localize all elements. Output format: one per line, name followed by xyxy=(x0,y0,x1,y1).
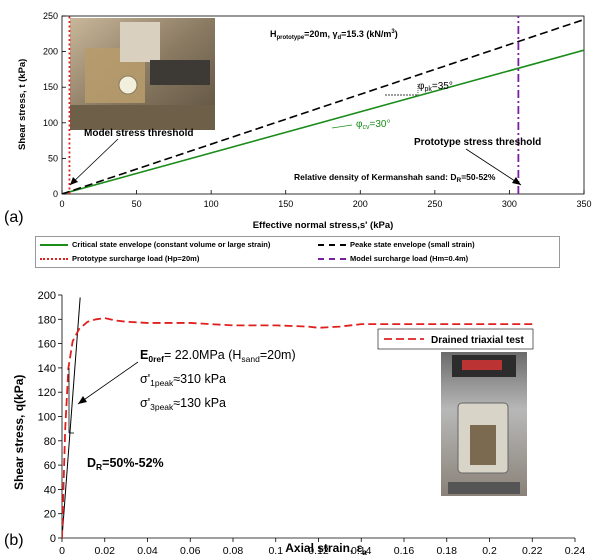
panel-a-y-axis-label: Shear stress, t (kPa) xyxy=(17,59,28,150)
panel-b-y-tick-label: 160 xyxy=(38,339,56,351)
legend-label-critical-state: Critical state envelope (constant volume… xyxy=(72,240,271,249)
initial-tangent-line xyxy=(62,297,81,538)
panel-a-y-tick-label: 50 xyxy=(48,153,58,163)
panel-b: 0 20 40 60 80 100 120 140 160 180 200 0 0.02 0.04 0.0… xyxy=(4,290,585,556)
panel-b-x-tick-label: 0.08 xyxy=(223,545,244,556)
phi-cv-label: φcv=30° xyxy=(356,119,390,131)
panel-a: 0 50 100 150 200 250 0 50 100 150 200 250 300 350 Hp… xyxy=(4,11,592,231)
legend-swatch-peak-state xyxy=(318,243,346,246)
panel-a-x-tick-label: 300 xyxy=(502,199,517,209)
model-threshold-arrow xyxy=(69,138,119,186)
panel-a-x-tick-label: 250 xyxy=(427,199,442,209)
e0ref-label: E0ref= 22.0MPa (Hsand=20m) xyxy=(140,348,296,364)
sigma1-peak-label: σ'1peak≈310 kPa xyxy=(140,372,226,388)
panel-a-x-tick-label: 200 xyxy=(353,199,368,209)
sigma3-peak-label: σ'3peak≈130 kPa xyxy=(140,396,226,412)
legend-swatch-model-surcharge xyxy=(318,257,346,260)
panel-b-legend-box xyxy=(377,328,534,350)
panel-b-x-tick-label: 0.14 xyxy=(351,545,372,556)
prototype-threshold-label: Prototype stress threshold xyxy=(414,137,541,148)
panel-b-x-tick-label: 0.16 xyxy=(394,545,415,556)
model-threshold-label: Model stress threshold xyxy=(84,128,193,139)
panel-b-y-tick-label: 20 xyxy=(44,509,56,521)
critical-state-line xyxy=(62,49,584,194)
panel-b-y-tick-label: 80 xyxy=(44,436,56,448)
panel-b-y-axis: 0 20 40 60 80 100 120 140 160 180 200 xyxy=(38,290,62,545)
panel-a-x-tick-label: 350 xyxy=(576,199,591,209)
panel-b-legend-label: Drained triaxial test xyxy=(431,335,524,346)
legend-label-peak-state: Peake state envelope (small strain) xyxy=(350,240,475,249)
panel-b-x-tick-label: 0.12 xyxy=(308,545,329,556)
panel-a-y-axis: 0 50 100 150 200 250 xyxy=(43,11,66,199)
panel-b-y-tick-label: 60 xyxy=(44,460,56,472)
panel-b-y-tick-label: 200 xyxy=(38,290,56,302)
legend-item-critical-state: Critical state envelope (constant volume… xyxy=(40,240,270,249)
panel-b-label: (b) xyxy=(4,532,24,549)
panel-a-y-tick-label: 250 xyxy=(43,11,58,21)
prototype-threshold-arrowhead xyxy=(512,177,521,185)
panel-b-x-tick-label: 0.06 xyxy=(180,545,201,556)
panel-a-y-tick-label: 150 xyxy=(43,82,58,92)
prototype-threshold-arrow xyxy=(465,148,522,186)
panel-b-y-tick-label: 140 xyxy=(38,363,56,375)
panel-a-plot-frame xyxy=(61,15,585,195)
panel-b-series xyxy=(62,297,533,538)
prototype-header-label: Hprototype=20m, γd=15.3 (kN/m3) xyxy=(270,29,398,41)
e0ref-arrowhead xyxy=(78,396,87,404)
model-threshold-arrowhead xyxy=(70,177,78,185)
triaxial-apparatus-photo xyxy=(441,352,527,496)
panel-b-x-tick-label: 0.04 xyxy=(137,545,158,556)
legend-item-peak-state: Peake state envelope (small strain) xyxy=(318,240,475,249)
shear-box-apparatus-photo xyxy=(70,18,215,130)
panel-a-x-axis-label: Effective normal stress,s' (kPa) xyxy=(253,220,394,231)
panel-b-x-tick-label: 0.18 xyxy=(437,545,458,556)
panel-a-x-tick-label: 50 xyxy=(132,199,142,209)
panel-a-x-tick-label: 0 xyxy=(59,199,64,209)
relative-density-b-label: DR=50%-52% xyxy=(87,456,164,472)
panel-a-y-tick-label: 200 xyxy=(43,47,58,57)
relative-density-label: Relative density of Kermanshah sand: DR=… xyxy=(294,172,496,184)
panel-b-x-tick-label: 0.24 xyxy=(565,545,586,556)
panel-a-legend: Critical state envelope (constant volume… xyxy=(35,236,560,268)
panel-a-x-tick-label: 150 xyxy=(278,199,293,209)
panel-b-x-tick-label: 0.02 xyxy=(95,545,116,556)
panel-b-x-axis: 0 0.02 0.04 0.06 0.08 0.1 0.12 0.14 0.16 0.18 0.2 0… xyxy=(59,538,585,556)
panel-a-x-axis: 0 50 100 150 200 250 300 350 xyxy=(59,190,592,209)
panel-b-x-tick-label: 0.22 xyxy=(522,545,543,556)
panel-b-x-tick-label: 0.2 xyxy=(482,545,497,556)
panel-a-series xyxy=(62,16,584,194)
panel-b-y-axis-label: Shear stress, q(kPa) xyxy=(12,375,26,490)
panel-b-x-axis-label: Axial strain, εa xyxy=(285,541,367,556)
panel-b-y-tick-label: 100 xyxy=(38,412,56,424)
legend-label-prototype-surcharge: Prototype surcharge load (Hp=20m) xyxy=(72,254,200,263)
phi-pk-label: φpk=35° xyxy=(418,81,453,93)
panel-b-y-tick-label: 120 xyxy=(38,387,56,399)
legend-item-prototype-surcharge: Prototype surcharge load (Hp=20m) xyxy=(40,254,199,263)
legend-label-model-surcharge: Model surcharge load (Hm=0.4m) xyxy=(350,254,469,263)
legend-item-model-surcharge: Model surcharge load (Hm=0.4m) xyxy=(318,254,468,263)
panel-b-legend: Drained triaxial test xyxy=(377,328,534,350)
peak-state-line xyxy=(62,18,584,194)
phi-cv-marker xyxy=(331,124,353,129)
legend-swatch-prototype-surcharge xyxy=(40,257,68,260)
legend-swatch-critical-state xyxy=(40,243,68,246)
panel-b-y-tick-label: 40 xyxy=(44,484,56,496)
panel-a-x-tick-label: 100 xyxy=(204,199,219,209)
panel-b-y-tick-label: 180 xyxy=(38,314,56,326)
panel-b-y-tick-label: 0 xyxy=(50,533,56,545)
panel-a-y-tick-label: 0 xyxy=(53,189,58,199)
panel-a-y-tick-label: 100 xyxy=(43,118,58,128)
panel-b-x-tick-label: 0 xyxy=(59,545,65,556)
drained-triaxial-curve xyxy=(62,317,533,538)
panel-b-x-tick-label: 0.1 xyxy=(268,545,283,556)
panel-a-label: (a) xyxy=(4,209,24,226)
e0ref-arrow xyxy=(77,361,139,405)
